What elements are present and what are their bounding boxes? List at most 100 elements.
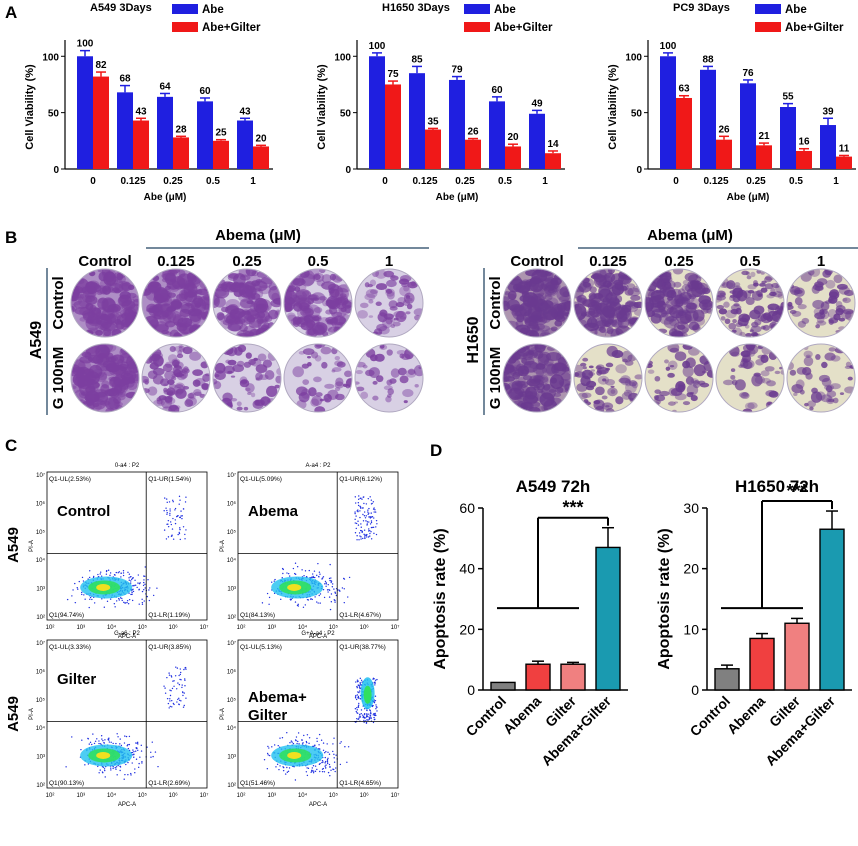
event-dot [365, 503, 368, 505]
colony [233, 312, 250, 323]
colony [397, 367, 407, 376]
event-dot [333, 737, 335, 739]
event-dot [84, 598, 86, 600]
chart-title: H1650 3Days [382, 2, 450, 14]
event-dot [359, 510, 361, 512]
event-dot [89, 598, 91, 600]
event-dot [166, 512, 168, 514]
colony [168, 383, 177, 389]
event-dot [368, 507, 370, 510]
event-dot [115, 768, 117, 770]
colony [772, 291, 783, 298]
colony [176, 353, 184, 359]
event-dot [333, 599, 335, 601]
event-dot [329, 579, 331, 582]
colony [252, 399, 264, 409]
colony [809, 406, 814, 411]
event-dot [263, 758, 266, 761]
event-dot [150, 756, 152, 758]
event-dot [367, 509, 369, 511]
event-dot [316, 737, 318, 740]
event-dot [367, 511, 369, 513]
flow-x-label: APC-A [118, 634, 136, 640]
event-dot [287, 572, 290, 575]
event-dot [138, 762, 140, 765]
colony [368, 367, 380, 379]
colony [742, 359, 755, 369]
colony [234, 346, 243, 356]
colony [368, 299, 374, 304]
event-dot [363, 713, 366, 716]
colony [189, 351, 202, 361]
colony [506, 299, 520, 311]
event-dot [286, 766, 288, 769]
colony [169, 300, 183, 309]
colony [539, 332, 552, 337]
colony [192, 379, 201, 387]
colony [368, 315, 374, 318]
event-dot [112, 767, 114, 770]
event-dot [323, 596, 326, 599]
event-dot [326, 762, 329, 765]
event-dot [117, 736, 119, 738]
bar-abe [77, 56, 93, 169]
col-header: Control [510, 253, 563, 270]
event-dot [136, 586, 138, 589]
colony [78, 374, 92, 390]
event-dot [143, 600, 145, 602]
bar-0 [490, 681, 516, 691]
colony [107, 303, 121, 313]
flow-events [261, 495, 378, 611]
colony [550, 377, 557, 384]
event-dot [375, 533, 378, 536]
colony [311, 314, 322, 320]
quad-ll: Q1(51.46%) [240, 780, 275, 787]
event-dot [167, 702, 170, 705]
colony [147, 370, 158, 379]
colony [679, 291, 692, 302]
colony [610, 385, 615, 388]
event-dot [373, 511, 375, 513]
colony [724, 318, 731, 325]
event-dot [181, 684, 183, 686]
colony [650, 313, 662, 324]
event-dot [84, 764, 86, 766]
event-dot [362, 513, 364, 516]
flow-x-tick: 10⁴ [298, 792, 308, 799]
colony [699, 382, 710, 388]
bar-abe [489, 101, 505, 169]
event-dot [343, 588, 345, 590]
flow-y-tick: 10⁴ [227, 725, 237, 732]
colony [664, 359, 669, 364]
event-dot [355, 527, 357, 530]
event-dot [184, 679, 186, 682]
event-dot [173, 685, 175, 687]
event-dot [127, 744, 129, 746]
bar-combo [253, 146, 269, 169]
event-dot [303, 734, 305, 737]
event-dot [370, 520, 373, 522]
legend-label-abe: Abe [202, 4, 224, 16]
flow-events [66, 495, 187, 609]
colony [302, 290, 310, 297]
event-dot [122, 574, 125, 577]
event-dot [328, 589, 330, 591]
x-tick-label: 1 [250, 176, 256, 187]
event-dot [271, 746, 273, 748]
bar-0 [714, 668, 740, 691]
viability-chart-2: PC9 3Days Abe Abe+Gilter 0 50 100 Cell Viabili… [607, 2, 856, 203]
sig-stars: *** [786, 481, 807, 501]
bar-combo [93, 76, 109, 169]
event-dot [358, 495, 360, 497]
flow-events [65, 666, 187, 780]
event-dot [357, 718, 359, 721]
colony [523, 360, 532, 369]
colony [230, 375, 236, 378]
data-label: 25 [215, 128, 227, 139]
event-dot [133, 753, 135, 755]
bar-abe [369, 56, 385, 169]
colony [608, 316, 618, 326]
event-dot [374, 714, 376, 717]
event-dot [174, 509, 176, 511]
colony [605, 362, 614, 368]
